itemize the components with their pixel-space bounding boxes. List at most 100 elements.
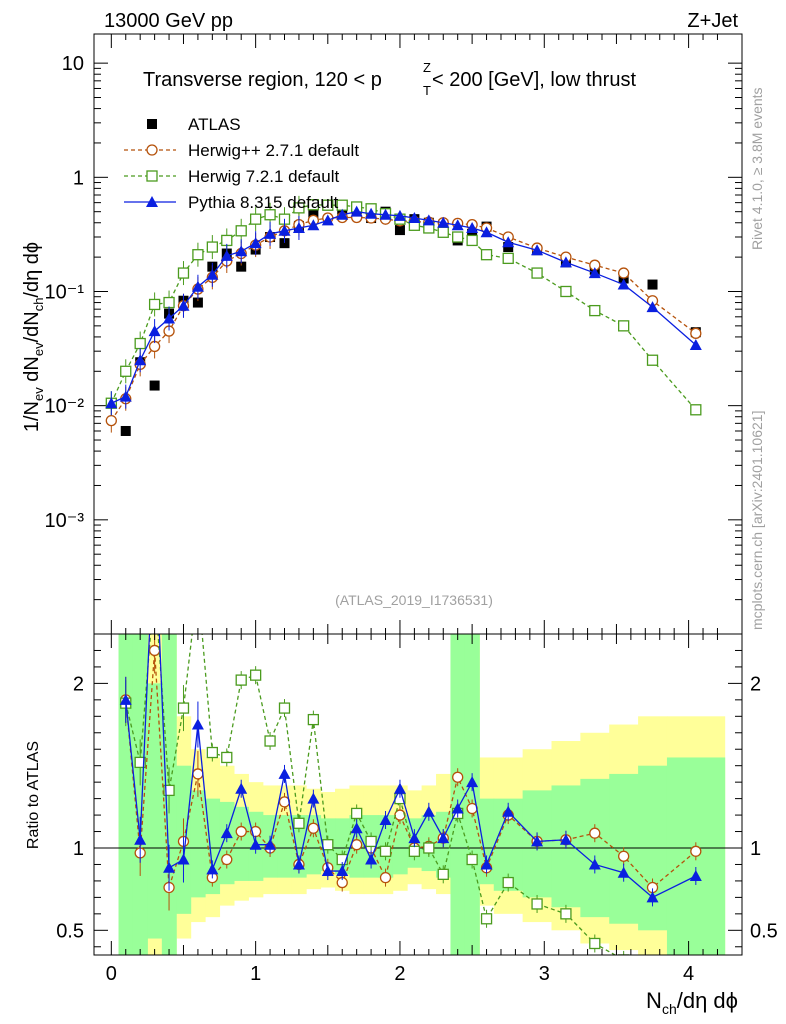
ratio-point xyxy=(408,845,421,857)
ratio-y-axis-label: Ratio to ATLAS xyxy=(25,741,42,849)
ratio-point xyxy=(393,782,406,794)
ratio-point xyxy=(379,845,392,857)
data-point xyxy=(192,297,203,308)
ratio-point xyxy=(293,817,305,829)
ratio-point xyxy=(206,746,218,759)
ratio-point xyxy=(321,865,334,877)
inner-band-bin xyxy=(118,634,134,955)
data-point xyxy=(264,227,277,239)
legend-marker xyxy=(146,196,158,207)
ratio-y-tick-label-right: 1 xyxy=(750,838,761,860)
ratio-y-tick-label-right: 0.5 xyxy=(750,920,778,942)
data-point xyxy=(393,209,406,221)
ratio-point xyxy=(249,838,262,850)
data-point xyxy=(236,261,247,272)
series-line xyxy=(110,216,697,421)
ratio-point xyxy=(480,913,493,925)
data-point xyxy=(105,414,117,427)
ratio-plot-frame xyxy=(93,633,743,956)
data-point xyxy=(689,338,702,350)
data-point xyxy=(480,226,493,238)
data-point xyxy=(163,296,175,309)
ratio-point xyxy=(423,842,435,854)
ratio-point xyxy=(206,863,219,875)
series-line xyxy=(111,211,697,404)
data-point xyxy=(206,241,218,253)
process-label: Z+Jet xyxy=(687,10,738,32)
ratio-point xyxy=(690,845,702,857)
ratio-point xyxy=(502,876,514,889)
data-point xyxy=(466,234,478,247)
data-point xyxy=(379,208,392,220)
data-point xyxy=(502,236,515,248)
ratio-point xyxy=(618,850,630,862)
data-point xyxy=(451,219,464,231)
data-point xyxy=(617,278,630,290)
data-point xyxy=(163,312,176,324)
data-point xyxy=(279,238,290,249)
ratio-point xyxy=(350,822,363,834)
x-tick-label: 0 xyxy=(106,963,117,985)
data-point xyxy=(647,279,658,290)
subtitle-text-end: < 200 [GeV], low thrust xyxy=(432,69,636,91)
ratio-point xyxy=(617,866,630,878)
ratio-point xyxy=(589,937,601,950)
inner-band-bin xyxy=(479,798,495,885)
data-point xyxy=(307,199,320,211)
data-point xyxy=(466,221,479,233)
ratio-point xyxy=(307,713,320,726)
data-point xyxy=(119,390,132,402)
legend-label: ATLAS xyxy=(188,115,241,134)
data-point xyxy=(235,245,248,257)
y-tick-label: 10⁻² xyxy=(45,396,85,418)
ratio-point xyxy=(193,580,203,590)
ratio-point xyxy=(220,827,233,839)
analysis-id: (ATLAS_2019_I1736531) xyxy=(335,592,493,608)
ratio-plot-axes: 0.5 0.5 1 1 2 2 xyxy=(56,649,778,948)
data-point xyxy=(235,225,247,237)
ratio-point xyxy=(408,832,421,844)
ratio-point xyxy=(422,805,435,817)
ratio-point xyxy=(163,784,175,797)
inner-band-bin xyxy=(450,634,466,955)
ratio-point xyxy=(235,782,248,794)
data-point xyxy=(480,249,493,261)
main-y-axis-label: 1/Nev dNev/dNch/dη dϕ xyxy=(21,242,46,432)
ratio-point xyxy=(264,735,276,747)
x-axis-label: Nch/dη dϕ xyxy=(646,988,738,1017)
ratio-point xyxy=(134,833,147,845)
data-point xyxy=(336,208,349,220)
ratio-point xyxy=(589,827,601,839)
legend-label: Pythia 8.315 default xyxy=(188,193,339,212)
data-point xyxy=(589,304,601,317)
data-point xyxy=(192,249,204,261)
ratio-point xyxy=(502,805,515,817)
ratio-point xyxy=(351,807,363,820)
data-point xyxy=(559,256,572,268)
legend-label: Herwig 7.2.1 default xyxy=(188,167,339,186)
ratio-point xyxy=(466,776,479,788)
ratio-point xyxy=(119,693,132,705)
x-axis: 0 1 2 3 4 xyxy=(106,34,718,985)
ratio-point xyxy=(531,898,543,910)
data-point xyxy=(618,320,630,332)
ratio-point xyxy=(278,702,291,714)
ratio-series-line xyxy=(125,650,697,889)
data-point xyxy=(437,216,450,228)
data-point xyxy=(177,267,190,279)
subtitle-superscript: Z xyxy=(423,60,431,75)
data-point xyxy=(249,237,262,249)
ratio-point xyxy=(559,833,572,845)
x-tick-label: 2 xyxy=(394,963,405,985)
data-point xyxy=(105,397,118,409)
y-tick-label: 10⁻¹ xyxy=(45,281,85,303)
data-point xyxy=(292,221,305,233)
ratio-point xyxy=(278,767,291,779)
data-point xyxy=(149,380,160,391)
ratio-point xyxy=(163,861,176,873)
inner-band-bin xyxy=(233,806,249,881)
ratio-point xyxy=(149,513,161,524)
data-point xyxy=(206,268,219,280)
series-line xyxy=(110,204,697,411)
ratio-point xyxy=(249,669,262,681)
